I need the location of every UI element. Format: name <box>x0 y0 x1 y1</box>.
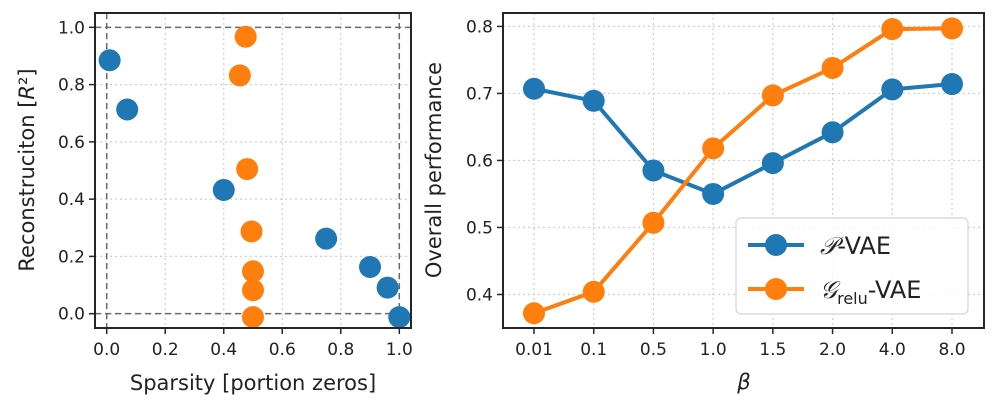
scatter-y-ticks: 0.0 0.2 0.4 0.6 0.8 1.0 <box>58 18 95 325</box>
line-point-p-vae <box>642 159 665 182</box>
scatter-x-axis-label: Sparsity [portion zeros] <box>130 371 376 395</box>
scatter-y-tick-label: 0.0 <box>58 305 85 325</box>
scatter-points <box>98 25 411 329</box>
line-x-tick-label: 0.01 <box>515 340 553 360</box>
scatter-y-label-end: ] <box>15 68 39 76</box>
line-point-g-relu-vae <box>523 302 545 325</box>
line-x-tick-label: 2.0 <box>819 340 846 360</box>
line-y-ticks: 0.4 0.5 0.6 0.7 0.8 <box>466 17 503 305</box>
scatter-y-tick-label: 0.6 <box>58 133 85 153</box>
legend-label-suffix: -VAE <box>837 232 891 260</box>
legend-label-subscript: relu <box>837 289 868 308</box>
legend-label-symbol: 𝒢 <box>820 276 841 304</box>
scatter-point-p-vae <box>315 227 338 250</box>
legend-marker-g-relu-vae <box>765 278 787 300</box>
scatter-point-p-vae <box>376 276 399 299</box>
line-y-tick-label: 0.5 <box>466 218 493 238</box>
legend-label-p-vae: 𝒫-VAE <box>820 232 891 260</box>
line-x-tick-label: 1.5 <box>759 340 786 360</box>
scatter-y-tick-label: 0.2 <box>58 247 85 267</box>
scatter-y-label-r: R <box>15 85 39 100</box>
legend-marker-p-vae <box>765 234 787 256</box>
scatter-point-p-vae <box>98 49 121 72</box>
line-point-g-relu-vae <box>941 17 963 40</box>
scatter-y-label-text: Reconstruciton [ <box>15 100 39 272</box>
line-point-g-relu-vae <box>881 18 904 41</box>
line-x-tick-label: 8.0 <box>938 340 965 360</box>
line-point-g-relu-vae <box>761 84 784 107</box>
scatter-point-p-vae <box>212 178 235 201</box>
line-y-axis-label: Overall performance <box>422 62 446 278</box>
line-point-p-vae <box>761 152 784 175</box>
line-point-p-vae <box>821 121 844 144</box>
scatter-y-label-sup: ² <box>15 77 39 85</box>
scatter-point-p-vae <box>388 306 411 329</box>
line-panel: 0.01 0.1 0.5 1.0 1.5 2.0 4.0 8.0 0.40.50.60.70.… <box>422 12 985 394</box>
line-y-tick-label: 0.7 <box>466 84 493 104</box>
line-x-tick-label: 1.0 <box>700 340 727 360</box>
line-x-ticks: 0.01 0.1 0.5 1.0 1.5 2.0 4.0 8.0 <box>515 328 966 360</box>
line-point-p-vae <box>702 182 725 205</box>
legend-item-g-relu-vae: 𝒢relu-VAE <box>748 276 921 308</box>
scatter-y-tick-label: 0.8 <box>58 76 85 96</box>
line-series-g-relu-vae <box>533 26 953 316</box>
line-point-p-vae <box>941 73 963 96</box>
scatter-point-g-relu-vae <box>242 260 264 283</box>
line-point-g-relu-vae <box>582 280 605 303</box>
line-x-tick-label: 4.0 <box>879 340 906 360</box>
line-point-g-relu-vae <box>821 56 844 79</box>
line-series <box>533 26 953 316</box>
scatter-point-g-relu-vae <box>242 279 264 302</box>
line-point-p-vae <box>523 77 545 100</box>
line-x-tick-label: 0.1 <box>580 340 607 360</box>
scatter-x-ticks: 0.0 0.2 0.4 0.6 0.8 1.0 <box>93 328 413 360</box>
line-y-tick-label: 0.6 <box>466 151 493 171</box>
scatter-point-g-relu-vae <box>228 64 251 87</box>
scatter-x-tick-label: 0.8 <box>327 340 354 360</box>
line-y-tick-label: 0.4 <box>466 285 493 305</box>
scatter-x-tick-label: 1.0 <box>386 340 413 360</box>
line-x-axis-label: β <box>736 370 750 394</box>
scatter-x-tick-label: 0.0 <box>93 340 120 360</box>
scatter-point-p-vae <box>116 98 139 121</box>
scatter-y-tick-label: 1.0 <box>58 18 85 38</box>
line-point-g-relu-vae <box>702 137 725 160</box>
scatter-panel: 0.0 0.2 0.4 0.6 0.8 1.0 0.0 0.2 0.4 0.6 0.8 1.0 Sp… <box>15 12 413 395</box>
line-series-p-vae <box>533 82 953 196</box>
scatter-y-tick-label: 0.4 <box>58 190 85 210</box>
line-markers <box>523 17 963 325</box>
scatter-point-g-relu-vae <box>242 306 264 329</box>
scatter-x-tick-label: 0.2 <box>152 340 179 360</box>
line-x-tick-label: 0.5 <box>640 340 667 360</box>
line-axes-frame <box>502 12 985 329</box>
line-point-g-relu-vae <box>642 211 665 234</box>
scatter-axes-frame <box>94 12 412 329</box>
scatter-point-g-relu-vae <box>240 220 263 243</box>
scatter-point-p-vae <box>359 256 382 279</box>
legend-label-g-relu-vae: 𝒢relu-VAE <box>820 276 921 308</box>
legend-label-suffix: -VAE <box>868 276 922 304</box>
line-point-p-vae <box>881 78 904 101</box>
line-y-tick-label: 0.8 <box>466 17 493 37</box>
scatter-x-tick-label: 0.6 <box>269 340 296 360</box>
scatter-x-tick-label: 0.4 <box>210 340 237 360</box>
scatter-y-axis-label: Reconstruciton [R²] <box>15 68 39 271</box>
legend-item-p-vae: 𝒫-VAE <box>748 232 891 260</box>
line-point-p-vae <box>582 89 605 112</box>
scatter-point-g-relu-vae <box>234 25 257 48</box>
scatter-point-g-relu-vae <box>236 158 259 181</box>
